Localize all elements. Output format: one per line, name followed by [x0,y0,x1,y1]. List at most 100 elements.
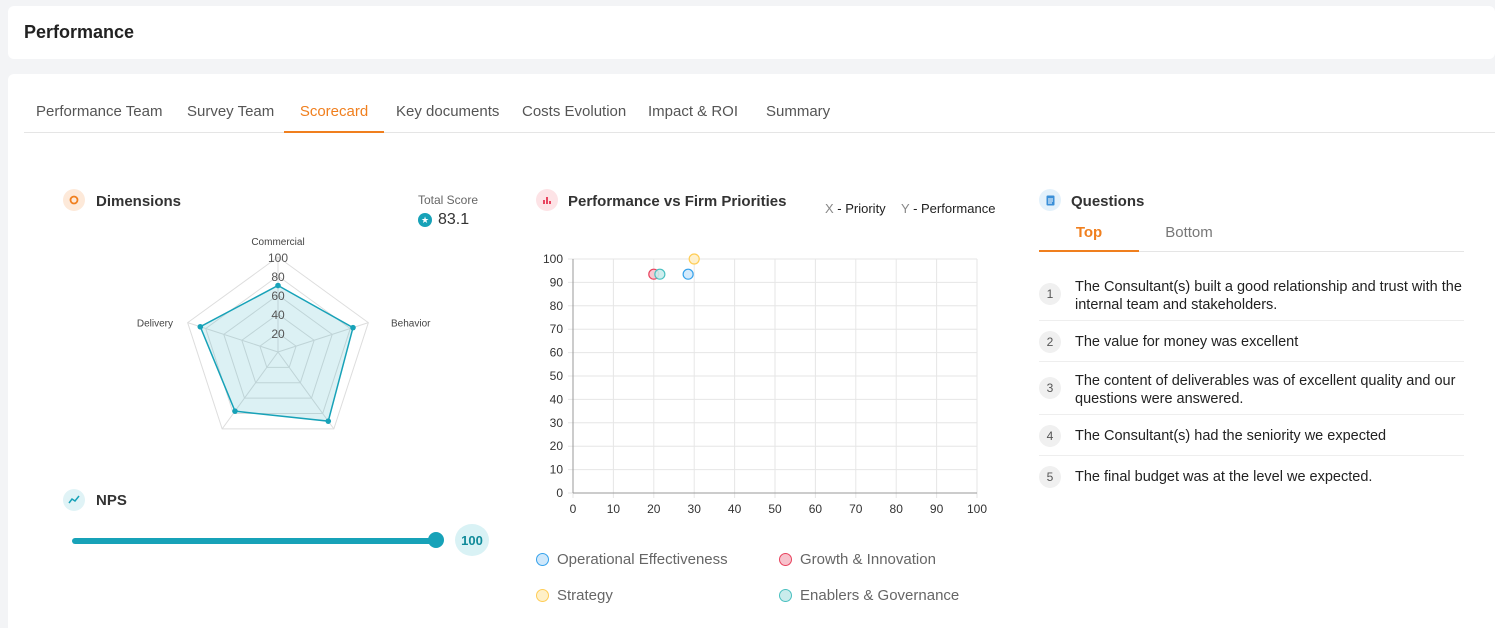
scatter-point[interactable] [688,253,700,265]
y-tick-label: 100 [543,252,563,266]
legend-item-strategy[interactable]: Strategy [536,587,613,604]
x-tick-label: 10 [607,502,621,516]
legend-dot [779,553,792,566]
radar-spoke [277,351,335,430]
tab-impact-roi[interactable]: Impact & ROI [648,103,739,120]
legend-dot [779,589,792,602]
question-text: The final budget was at the level we exp… [1075,469,1373,485]
radar-chart: 10080604020CommercialBehaviorImpactTalen… [137,237,431,430]
tab-performance-team[interactable]: Performance Team [36,103,163,120]
legend-label: Strategy [557,587,613,604]
total-score: ★ 83.1 [418,211,469,229]
radar-axis-label: Delivery [137,319,173,330]
tab-survey-team[interactable]: Survey Team [187,103,275,120]
questions-tab-bar: Top Bottom [1039,215,1464,252]
star-icon: ★ [418,213,432,227]
radar-grid-ring [241,313,315,384]
nps-value: 100 [455,524,489,556]
dimensions-title: Dimensions [96,193,182,210]
content-panel: Performance Team Survey Team Scorecard K… [8,74,1495,628]
radar-point[interactable] [275,282,281,289]
tab-top[interactable]: Top [1039,224,1139,252]
tab-summary[interactable]: Summary [766,103,831,120]
radar-point[interactable] [350,324,356,331]
y-tick-label: 0 [556,486,563,500]
y-tick-label: 80 [550,299,564,313]
x-tick-label: 80 [890,502,904,516]
x-tick-label: 30 [688,502,702,516]
question-text: The content of deliverables was of excel… [1075,373,1456,407]
x-tick-label: 90 [930,502,944,516]
radar-axis-label: Behavior [391,319,431,330]
total-score-value: 83.1 [438,211,470,228]
x-tick-label: 50 [768,502,782,516]
question-text: The value for money was excellent [1075,334,1299,350]
radar-tick-label: 40 [271,308,285,322]
x-tick-label: 40 [728,502,742,516]
x-tick-label: 100 [967,502,987,516]
x-tick-label: 20 [647,502,661,516]
list-item: 3 The content of deliverables was of exc… [1039,362,1464,415]
question-number: 5 [1039,466,1061,488]
y-tick-label: 70 [550,322,564,336]
bar-chart-icon [536,189,558,211]
tab-costs-evolution[interactable]: Costs Evolution [522,103,627,120]
list-item: 4 The Consultant(s) had the seniority we… [1039,415,1464,456]
list-item: 1 The Consultant(s) built a good relatio… [1039,268,1464,321]
circle-icon [63,189,85,211]
legend-label: Enablers & Governance [800,587,960,604]
questions-title: Questions [1071,193,1145,210]
scatter-point[interactable] [654,268,666,280]
list-item: 2 The value for money was excellent [1039,321,1464,362]
document-icon [1039,189,1061,211]
y-tick-label: 90 [550,275,564,289]
question-number: 1 [1039,283,1061,305]
x-tick-label: 0 [570,502,577,516]
nps-slider-handle[interactable] [428,532,444,548]
radar-series-area [199,284,354,422]
y-tick-label: 30 [550,416,564,430]
list-item: 5 The final budget was at the level we e… [1039,456,1464,496]
trend-icon [63,489,85,511]
legend-item-operational-effectiveness[interactable]: Operational Effectiveness [536,551,728,568]
tab-bar: Performance Team Survey Team Scorecard K… [24,74,1495,133]
radar-tick-label: 60 [271,289,285,303]
nps-title: NPS [96,492,127,509]
scatter-point[interactable] [682,268,694,280]
question-text: The Consultant(s) had the seniority we e… [1075,428,1387,444]
nps-slider-track[interactable] [72,538,437,544]
y-tick-label: 20 [550,439,564,453]
question-number: 4 [1039,425,1061,447]
x-tick-label: 70 [849,502,863,516]
question-number: 2 [1039,331,1061,353]
radar-spoke [221,351,279,430]
legend-item-enablers-governance[interactable]: Enablers & Governance [779,587,959,604]
legend-label: Operational Effectiveness [557,551,728,568]
radar-point[interactable] [232,408,238,414]
y-tick-label: 40 [550,392,564,406]
question-text: The Consultant(s) built a good relations… [1075,279,1462,313]
legend-dot [536,553,549,566]
page-title: Performance [24,22,135,42]
tab-key-documents[interactable]: Key documents [396,103,500,120]
y-tick-label: 60 [550,346,564,360]
radar-grid-ring [187,256,369,430]
radar-point[interactable] [197,323,204,330]
radar-tick-label: 80 [271,270,285,284]
scatter-chart: 0 10 20 30 40 50 60 70 80 90 100 0 10 20 30 40 50 60 70 80 9… [543,252,987,516]
legend-item-growth-innovation[interactable]: Growth & Innovation [779,551,936,568]
radar-tick-label: 100 [268,251,288,265]
legend-dot [536,589,549,602]
radar-grid-ring [259,332,297,368]
radar-point[interactable] [325,418,332,424]
tab-bottom[interactable]: Bottom [1165,224,1213,241]
radar-grid-ring [223,294,333,399]
page-header: Performance [8,6,1495,59]
radar-axis-label: Commercial [251,237,304,248]
y-tick-label: 10 [550,463,564,477]
y-tick-label: 50 [550,369,564,383]
tab-scorecard[interactable]: Scorecard [284,103,384,133]
radar-tick-label: 20 [271,327,285,341]
legend-label: Growth & Innovation [800,551,936,568]
x-tick-label: 60 [809,502,823,516]
